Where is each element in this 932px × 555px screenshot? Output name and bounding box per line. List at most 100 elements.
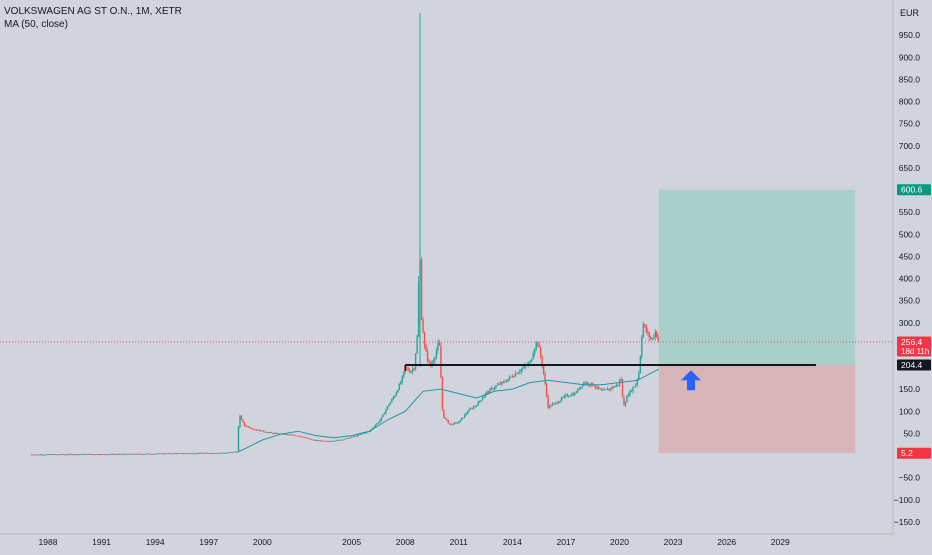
x-tick-label: 1988	[39, 537, 58, 547]
candle-body	[626, 396, 628, 403]
candle-body	[194, 453, 197, 455]
candle-body	[648, 332, 650, 338]
y-tick-label: 500.0	[899, 229, 921, 239]
candle-body	[413, 368, 415, 370]
candle-body	[33, 454, 36, 456]
y-tick-label: 650.0	[899, 163, 921, 173]
candle-body	[50, 454, 52, 456]
candle-body	[325, 440, 328, 442]
candle-body	[65, 454, 67, 456]
candle-body	[580, 386, 582, 390]
candle-body	[644, 324, 646, 327]
candle-body	[350, 436, 353, 438]
candle-body	[391, 399, 393, 403]
price-label: 256.4	[901, 337, 923, 347]
time-scale[interactable]: 1988 1991 1994 1997 2000 2005 2008 2011 2014 2017…	[39, 537, 790, 547]
candle-body	[513, 376, 515, 378]
candle-body	[32, 454, 34, 456]
candle-body	[627, 394, 630, 397]
candle-body	[205, 452, 207, 454]
candle-body	[328, 440, 330, 442]
candle-body	[493, 387, 496, 390]
candle-body	[236, 451, 238, 453]
candle-body	[432, 360, 435, 363]
candle-body	[109, 453, 112, 455]
candle-body	[426, 351, 429, 360]
candle-body	[135, 454, 137, 455]
y-tick-label: 550.0	[899, 207, 921, 217]
candle-body	[456, 422, 458, 424]
x-tick-label: 2005	[342, 537, 361, 547]
candle-body	[559, 400, 561, 403]
candle-body	[569, 395, 572, 397]
candle-body	[536, 342, 539, 344]
candle-body	[138, 453, 140, 455]
candle-body	[300, 436, 302, 437]
candle-body	[595, 386, 597, 388]
candle-body	[260, 430, 262, 432]
candle-body	[556, 402, 558, 404]
candle-body	[211, 453, 213, 454]
candle-body	[164, 453, 167, 455]
symbol-title[interactable]: VOLKSWAGEN AG ST O.N., 1M, XETR	[4, 6, 182, 17]
candle-body	[219, 452, 222, 454]
candle-body	[437, 342, 439, 351]
candle-body	[458, 422, 460, 424]
candle-body	[420, 259, 423, 320]
candle-body	[441, 378, 444, 410]
candle-body	[175, 453, 177, 455]
candle-body	[215, 453, 217, 455]
candle-body	[139, 453, 141, 455]
candle-body	[414, 353, 417, 369]
candle-body	[492, 388, 494, 390]
y-tick-label: 900.0	[899, 52, 921, 62]
candle-body	[334, 440, 336, 442]
price-label: 5.2	[901, 448, 913, 458]
candle-body	[603, 389, 606, 391]
candle-body	[90, 454, 92, 455]
candle-body	[267, 432, 269, 434]
price-label: 600.6	[901, 185, 923, 195]
candle-body	[544, 373, 546, 384]
candle-body	[99, 454, 101, 456]
candle-body	[30, 454, 33, 456]
candle-body	[587, 382, 589, 385]
candle-body	[173, 453, 176, 455]
indicator-title[interactable]: MA (50, close)	[4, 19, 68, 30]
candle-body	[630, 390, 633, 392]
candle-body	[520, 369, 522, 372]
candle-body	[297, 435, 299, 437]
candle-body	[257, 429, 259, 431]
candle-body	[166, 453, 168, 455]
candle-body	[523, 365, 525, 368]
candle-body	[83, 454, 85, 455]
candle-body	[605, 388, 607, 390]
candle-body	[187, 453, 189, 455]
y-tick-label: 700.0	[899, 141, 921, 151]
candle-body	[243, 421, 246, 426]
candle-body	[633, 386, 636, 388]
candle-body	[398, 383, 400, 391]
candle-body	[653, 337, 655, 339]
candle-body	[382, 414, 384, 418]
candle-body	[272, 432, 274, 434]
candle-body	[353, 436, 356, 437]
x-tick-label: 2014	[503, 537, 522, 547]
y-tick-label: −100.0	[894, 495, 921, 505]
candle-body	[422, 319, 424, 333]
candle-body	[161, 453, 164, 455]
candle-body	[155, 453, 158, 455]
candle-body	[519, 371, 521, 373]
price-label-countdown: 18d 11h	[901, 347, 929, 356]
candle-body	[193, 453, 195, 455]
candle-body	[242, 419, 244, 422]
candle-body	[341, 439, 344, 441]
candle-body	[112, 454, 115, 456]
candle-body	[263, 430, 265, 432]
candle-body	[96, 454, 98, 456]
y-tick-label: −150.0	[894, 517, 921, 527]
y-tick-label: 750.0	[899, 119, 921, 129]
target-zone[interactable]	[658, 189, 856, 366]
